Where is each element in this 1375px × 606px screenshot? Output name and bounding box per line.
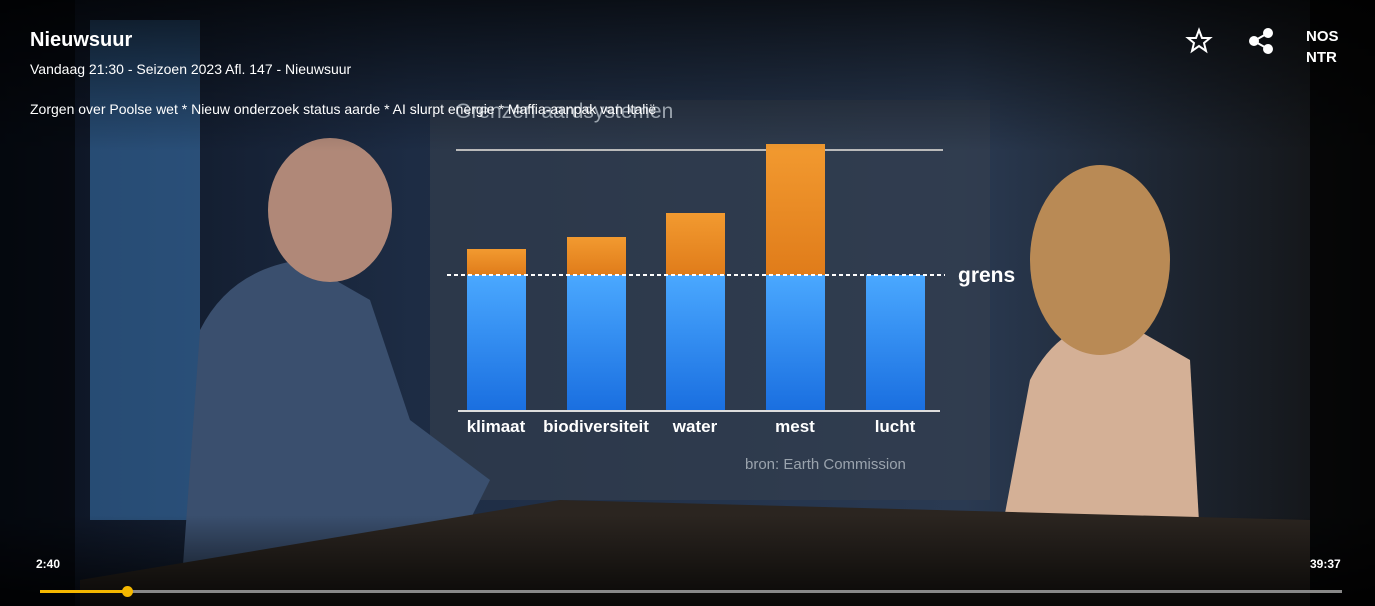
screen-source: bron: Earth Commission [745, 456, 906, 473]
progress-handle[interactable] [122, 586, 133, 597]
share-icon [1250, 29, 1272, 53]
episode-info: Vandaag 21:30 - Seizoen 2023 Afl. 147 - … [30, 61, 351, 77]
star-icon [1188, 30, 1210, 51]
progress-bar[interactable] [40, 590, 1342, 593]
video-player: Grenzen aardsystemen grens klimaatbiodiv… [0, 0, 1375, 606]
video-frame [0, 0, 1375, 606]
category-label: water [673, 417, 717, 437]
left-letterbox [0, 0, 75, 606]
program-title: Nieuwsuur [30, 29, 132, 52]
duration: 39:37 [1310, 557, 1341, 571]
category-label: lucht [875, 417, 916, 437]
progress-fill [40, 590, 128, 593]
right-letterbox [1310, 0, 1375, 606]
threshold-label: grens [958, 264, 1015, 288]
broadcaster-1: NOS [1306, 27, 1339, 47]
broadcaster-2: NTR [1306, 48, 1337, 68]
category-label: mest [775, 417, 815, 437]
current-time: 2:40 [36, 557, 60, 571]
overlay-gradient [0, 0, 1375, 606]
category-label: biodiversiteit [543, 417, 649, 437]
favorite-button[interactable] [1185, 27, 1213, 55]
category-label: klimaat [467, 417, 526, 437]
share-button[interactable] [1248, 27, 1276, 55]
episode-description: Zorgen over Poolse wet * Nieuw onderzoek… [30, 98, 670, 120]
